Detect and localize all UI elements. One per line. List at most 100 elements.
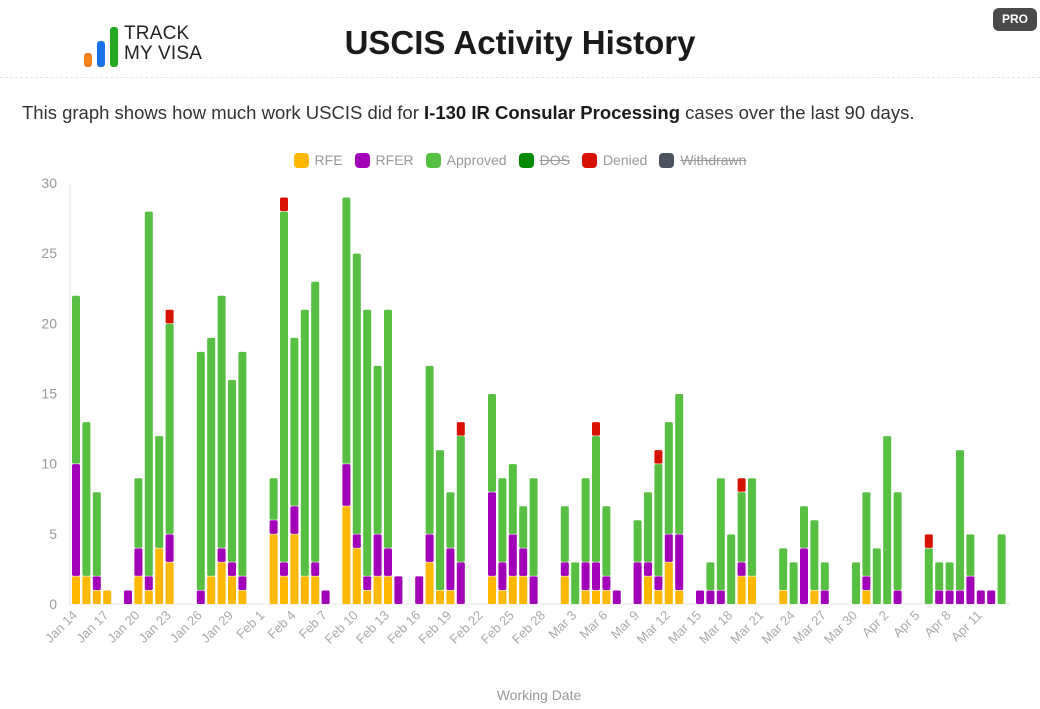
bar-approved-feb-3 — [280, 211, 288, 562]
bar-rfer-jan-28 — [217, 548, 226, 562]
x-tick-label: Mar 21 — [727, 608, 766, 647]
bar-rfe-mar-11 — [654, 590, 663, 604]
x-tick-label: Feb 28 — [509, 608, 548, 647]
bar-rfer-jan-19 — [124, 590, 132, 604]
legend-label: Denied — [602, 152, 648, 168]
bar-rfe-jan-20 — [134, 576, 143, 604]
description-suffix: cases over the last 90 days. — [680, 102, 915, 123]
bar-approved-apr-9 — [956, 450, 964, 590]
bar-approved-mar-27 — [820, 562, 829, 590]
bar-approved-jan-28 — [217, 295, 226, 548]
bar-rfer-apr-3 — [893, 590, 902, 604]
bar-rfer-mar-10 — [644, 562, 652, 576]
bar-approved-jan-27 — [207, 337, 216, 576]
bar-rfe-feb-2 — [269, 534, 278, 604]
bar-approved-mar-20 — [748, 478, 756, 576]
bar-approved-jan-16 — [92, 492, 101, 576]
bar-rfer-mar-2 — [560, 562, 569, 576]
bar-rfe-feb-11 — [363, 590, 372, 604]
pro-badge[interactable]: PRO — [993, 8, 1037, 31]
legend-item-rfe[interactable]: RFE — [293, 152, 343, 168]
bar-approved-mar-31 — [862, 492, 871, 576]
bar-rfe-mar-12 — [664, 562, 673, 604]
legend-swatch — [659, 152, 675, 168]
bar-approved-jan-14 — [72, 295, 80, 464]
divider — [0, 77, 1040, 78]
bar-rfer-mar-6 — [602, 576, 611, 590]
bar-rfer-mar-4 — [581, 562, 590, 590]
x-tick-label: Jan 17 — [73, 608, 111, 646]
bar-rfe-jan-21 — [144, 590, 153, 604]
logo-text: TRACK MY VISA — [124, 24, 202, 64]
legend-item-denied[interactable]: Denied — [581, 152, 648, 168]
y-tick-label: 15 — [41, 386, 57, 402]
y-tick-label: 20 — [41, 315, 57, 331]
bar-approved-feb-20 — [456, 436, 465, 562]
x-tick-label: Mar 18 — [696, 608, 735, 647]
logo-bar-orange — [84, 53, 92, 67]
x-tick-label: Feb 19 — [415, 608, 454, 647]
legend-item-rfer[interactable]: RFER — [354, 152, 414, 168]
bar-approved-feb-19 — [446, 492, 455, 548]
bar-approved-apr-10 — [966, 534, 975, 576]
x-tick-label: Jan 14 — [42, 608, 80, 646]
bar-approved-mar-30 — [852, 562, 860, 604]
bar-rfe-feb-10 — [352, 548, 361, 604]
bar-approved-jan-22 — [155, 436, 164, 548]
bar-approved-feb-4 — [290, 337, 299, 506]
bar-approved-feb-17 — [425, 365, 434, 534]
bar-rfe-feb-17 — [425, 562, 434, 604]
y-tick-label: 30 — [41, 175, 57, 191]
bar-rfer-mar-19 — [737, 562, 746, 576]
x-tick-label: Jan 23 — [136, 608, 174, 646]
logo[interactable]: TRACK MY VISA — [84, 22, 214, 67]
legend-swatch — [293, 152, 309, 168]
x-tick-label: Mar 15 — [665, 608, 704, 647]
bar-rfer-feb-7 — [321, 590, 330, 604]
bar-rfer-jan-14 — [72, 464, 80, 576]
bar-rfer-mar-15 — [696, 590, 704, 604]
x-tick-label: Jan 20 — [104, 608, 142, 646]
y-tick-label: 25 — [41, 245, 57, 261]
bar-rfer-mar-13 — [675, 534, 684, 590]
bar-rfer-feb-25 — [508, 534, 517, 576]
legend-label: Withdrawn — [680, 152, 747, 168]
bar-rfer-mar-9 — [633, 562, 642, 604]
bar-rfer-feb-2 — [269, 520, 278, 534]
bar-approved-jan-15 — [82, 422, 91, 576]
bar-approved-mar-5 — [592, 436, 600, 562]
bar-rfer-feb-4 — [290, 506, 299, 534]
bar-rfer-mar-25 — [800, 548, 808, 604]
bar-rfe-mar-23 — [779, 590, 788, 604]
bar-rfer-apr-12 — [987, 590, 996, 604]
bar-rfer-jan-21 — [144, 576, 153, 590]
bar-rfer-feb-17 — [425, 534, 434, 562]
bar-approved-apr-3 — [893, 492, 902, 590]
bar-rfer-feb-12 — [373, 534, 382, 576]
bar-rfer-feb-24 — [498, 562, 507, 590]
bar-rfer-jan-30 — [238, 576, 247, 590]
bar-rfer-apr-9 — [956, 590, 964, 604]
x-tick-label: Feb 16 — [384, 608, 423, 647]
bar-rfer-apr-7 — [935, 590, 944, 604]
bar-rfe-mar-2 — [560, 576, 569, 604]
bar-approved-mar-13 — [675, 394, 684, 534]
x-axis-title: Working Date — [497, 687, 582, 703]
bar-rfer-feb-20 — [456, 562, 465, 604]
bar-approved-feb-23 — [488, 394, 496, 492]
legend-item-withdrawn[interactable]: Withdrawn — [659, 152, 746, 168]
bar-rfe-feb-26 — [519, 576, 528, 604]
bar-rfer-feb-9 — [342, 464, 351, 506]
logo-bar-blue — [97, 41, 105, 67]
bar-rfe-mar-20 — [748, 576, 756, 604]
bar-approved-feb-27 — [529, 478, 538, 576]
bar-rfer-feb-19 — [446, 548, 455, 590]
legend-item-approved[interactable]: Approved — [425, 152, 507, 168]
bar-approved-feb-2 — [269, 478, 278, 520]
bar-approved-mar-24 — [789, 562, 798, 604]
bar-rfe-mar-4 — [581, 590, 590, 604]
legend-item-dos[interactable]: DOS — [518, 152, 570, 168]
x-tick-label: Jan 29 — [198, 608, 236, 646]
legend-swatch — [425, 152, 441, 168]
bar-approved-mar-3 — [571, 562, 580, 604]
